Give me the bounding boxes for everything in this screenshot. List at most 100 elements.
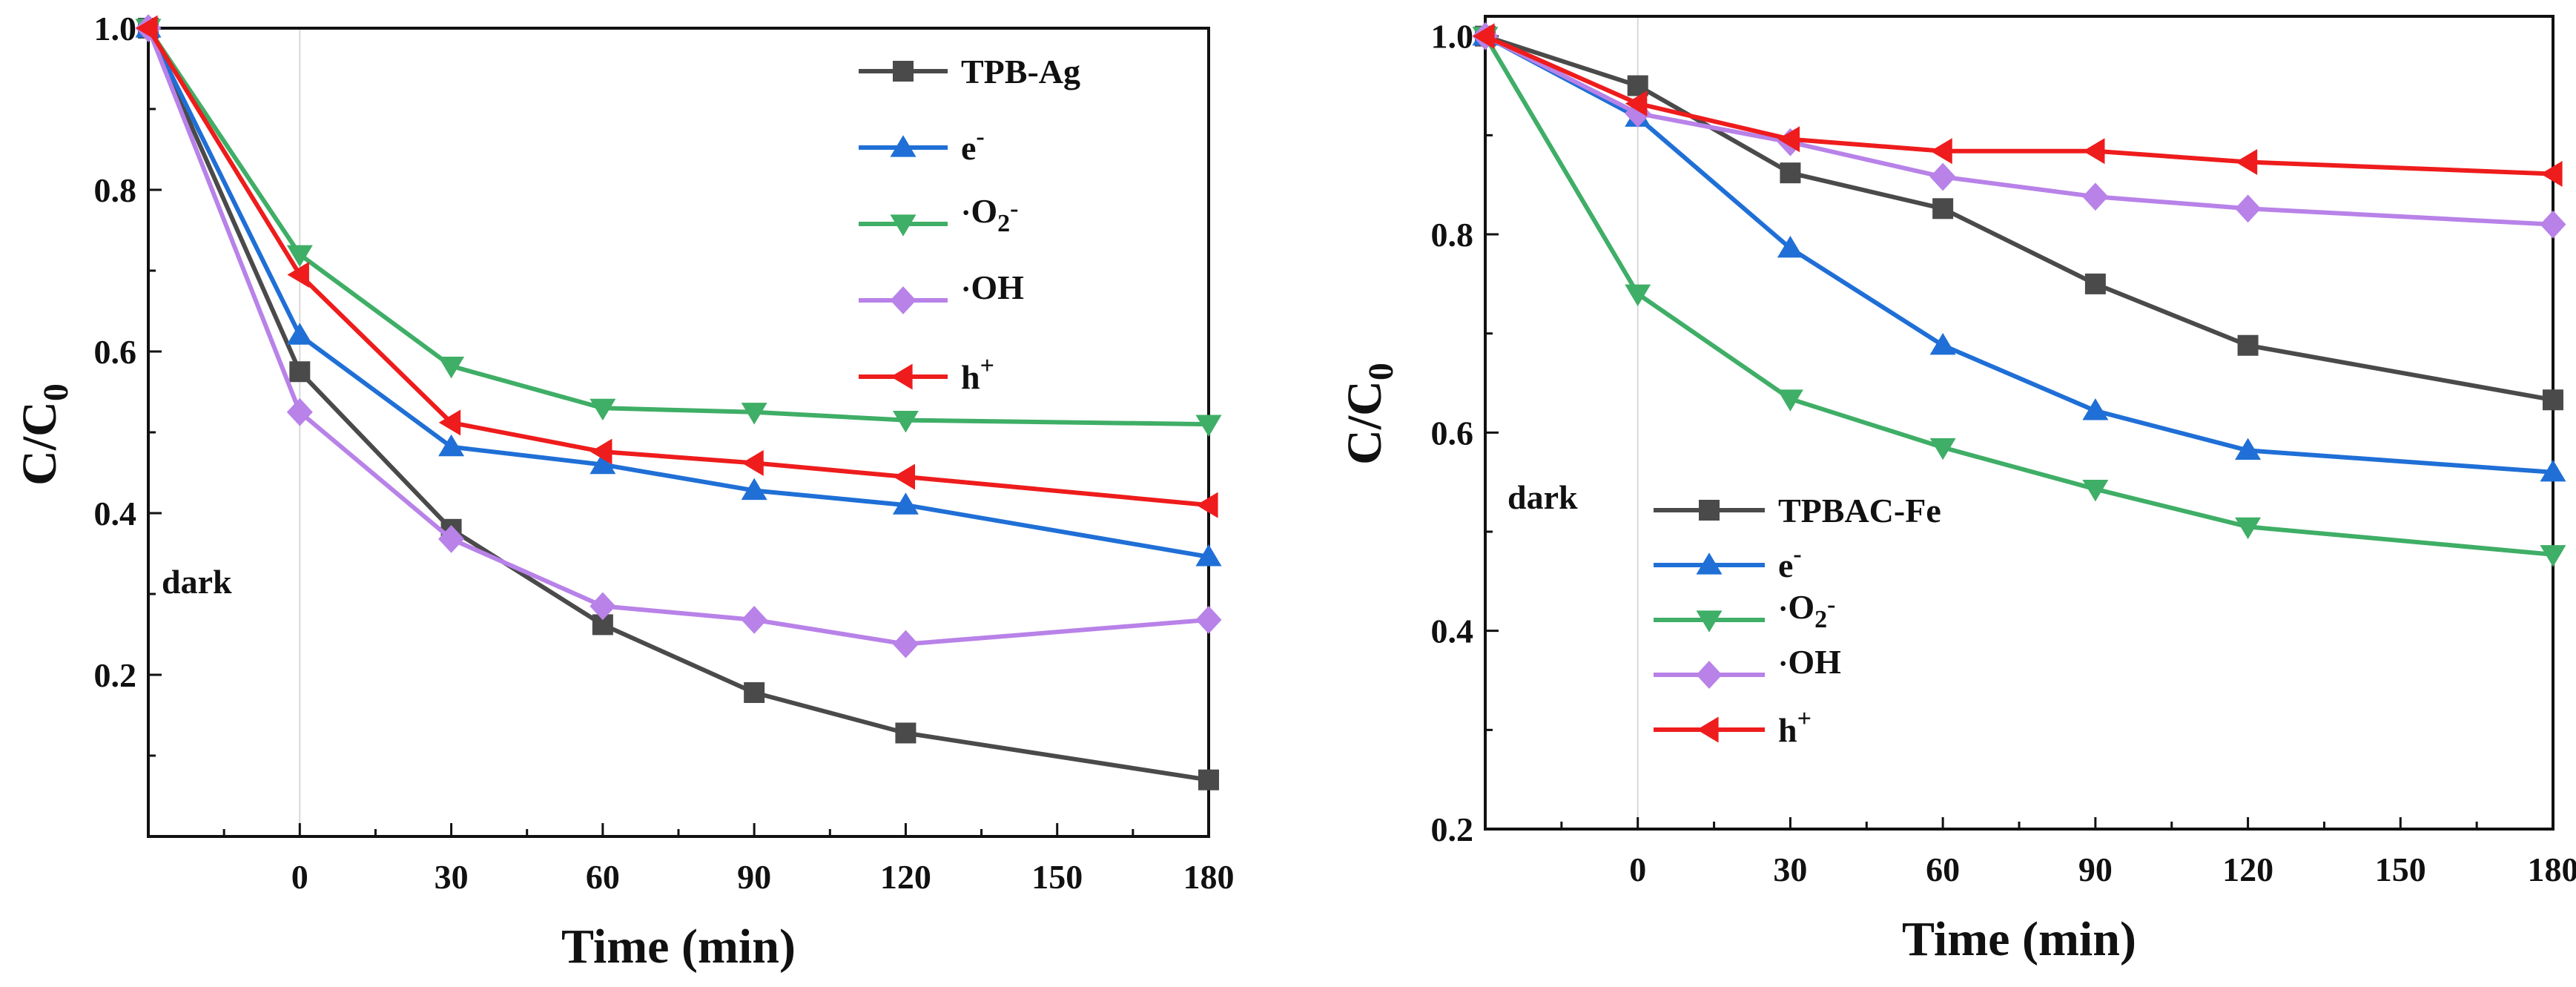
legend-superscript: - — [1793, 541, 1801, 568]
series-5 — [136, 15, 1218, 518]
data-point — [2540, 545, 2566, 567]
x-tick-label: 30 — [1773, 851, 1807, 888]
legend-marker — [893, 61, 914, 82]
dark-annotation: dark — [1507, 478, 1578, 516]
data-point — [286, 323, 313, 345]
legend-marker — [1696, 552, 1723, 575]
legend-marker — [891, 363, 913, 390]
y-axis-title-group: C/C0 — [13, 383, 76, 486]
legend-label: TPB-Ag — [961, 53, 1080, 90]
y-tick-label: 0.4 — [1431, 613, 1474, 650]
data-point — [286, 245, 313, 267]
data-point — [1195, 544, 1222, 567]
y-tick-label: 0.8 — [1431, 216, 1474, 254]
x-tick-label: 180 — [1183, 858, 1235, 896]
data-point — [2540, 460, 2566, 482]
data-point — [2235, 517, 2262, 540]
legend-prefix-dot: · — [1778, 647, 1788, 680]
y-tick-label: 0.6 — [94, 333, 137, 371]
series-3 — [1472, 27, 2566, 567]
data-point — [1777, 235, 1803, 258]
data-point — [1195, 605, 1222, 634]
data-point — [893, 463, 916, 490]
data-point — [2540, 161, 2563, 188]
legend: TPB-Ag e- ·O2- ·OH h+ — [859, 53, 1080, 396]
x-tick-label: 0 — [291, 858, 308, 896]
series-3 — [135, 19, 1222, 437]
legend-label: e- — [961, 123, 985, 167]
series-line — [146, 27, 1209, 559]
data-point — [1780, 162, 1801, 184]
y-axis-title-group: C/C0 — [1338, 363, 1401, 465]
legend-superscript: - — [1827, 591, 1835, 618]
data-point — [589, 592, 616, 621]
y-axis-title: C/C0 — [13, 383, 76, 486]
data-point — [741, 605, 767, 634]
y-tick-label: 0.2 — [94, 656, 137, 694]
data-point — [289, 361, 311, 383]
legend-label: ·O2- — [961, 192, 1018, 237]
data-point — [1777, 389, 1803, 412]
data-point — [2084, 273, 2106, 294]
legend-label: ·OH — [961, 268, 1024, 306]
legend-subscript: 2 — [997, 210, 1010, 237]
x-tick-label: 90 — [2078, 851, 2113, 888]
legend-marker — [1696, 661, 1723, 689]
x-tick-label: 120 — [2222, 851, 2273, 888]
data-point — [2235, 194, 2262, 223]
legend-base: TPB-Ag — [961, 53, 1080, 90]
data-point — [1930, 138, 1952, 165]
data-point — [2543, 389, 2563, 411]
data-point — [590, 438, 612, 465]
legend-label: h+ — [1778, 705, 1812, 749]
legend-label: h+ — [961, 352, 994, 396]
data-point — [589, 398, 616, 421]
data-point — [2082, 479, 2109, 502]
y-axis-title-main: C/C — [1338, 380, 1392, 465]
y-tick-label: 1.0 — [1431, 18, 1474, 56]
dark-annotation: dark — [162, 563, 232, 601]
series-line — [1484, 34, 2554, 227]
data-point — [1196, 492, 1218, 518]
series-4 — [135, 14, 1222, 658]
data-point — [136, 15, 158, 42]
data-point — [2540, 210, 2566, 239]
chart-panel-1: 0 30 60 90 120 150 180 0.2 0.4 0.6 0.8 1.0 Time (min… — [13, 10, 1235, 974]
legend-base: OH — [1788, 643, 1841, 681]
data-point — [741, 403, 767, 425]
legend-marker — [1697, 716, 1719, 743]
legend-prefix-dot: · — [961, 272, 971, 306]
y-axis-title-subscript: 0 — [36, 383, 76, 401]
y-tick-label: 0.4 — [94, 495, 137, 532]
plot-frame — [147, 27, 1210, 838]
data-point — [1625, 90, 1648, 117]
y-tick-label: 0.2 — [1431, 811, 1474, 848]
legend-prefix-dot: · — [961, 196, 971, 229]
data-point — [1932, 198, 1954, 219]
data-point — [1473, 23, 1495, 50]
x-tick-label: 150 — [1031, 858, 1083, 896]
legend-superscript: + — [1797, 705, 1812, 733]
x-tick-label: 60 — [586, 858, 620, 896]
data-point — [892, 630, 919, 658]
series-5 — [1473, 23, 2563, 188]
legend-base: O — [1788, 588, 1814, 626]
x-tick-label: 30 — [435, 858, 469, 896]
data-point — [2082, 182, 2109, 211]
series-4 — [1472, 22, 2566, 239]
x-tick-label: 150 — [2375, 851, 2426, 888]
data-point — [438, 524, 465, 553]
x-axis-title: Time (min) — [561, 920, 796, 974]
legend-marker — [890, 286, 917, 314]
legend-superscript: - — [1010, 195, 1018, 222]
y-tick-label: 1.0 — [94, 10, 137, 47]
y-axis-title: C/C0 — [1338, 363, 1401, 465]
data-point — [589, 452, 616, 475]
legend-base: h — [1778, 711, 1797, 749]
legend-marker — [1699, 500, 1720, 521]
data-point — [2235, 438, 2262, 461]
data-point — [438, 434, 465, 457]
legend-base: h — [961, 358, 980, 396]
data-point — [741, 478, 767, 501]
